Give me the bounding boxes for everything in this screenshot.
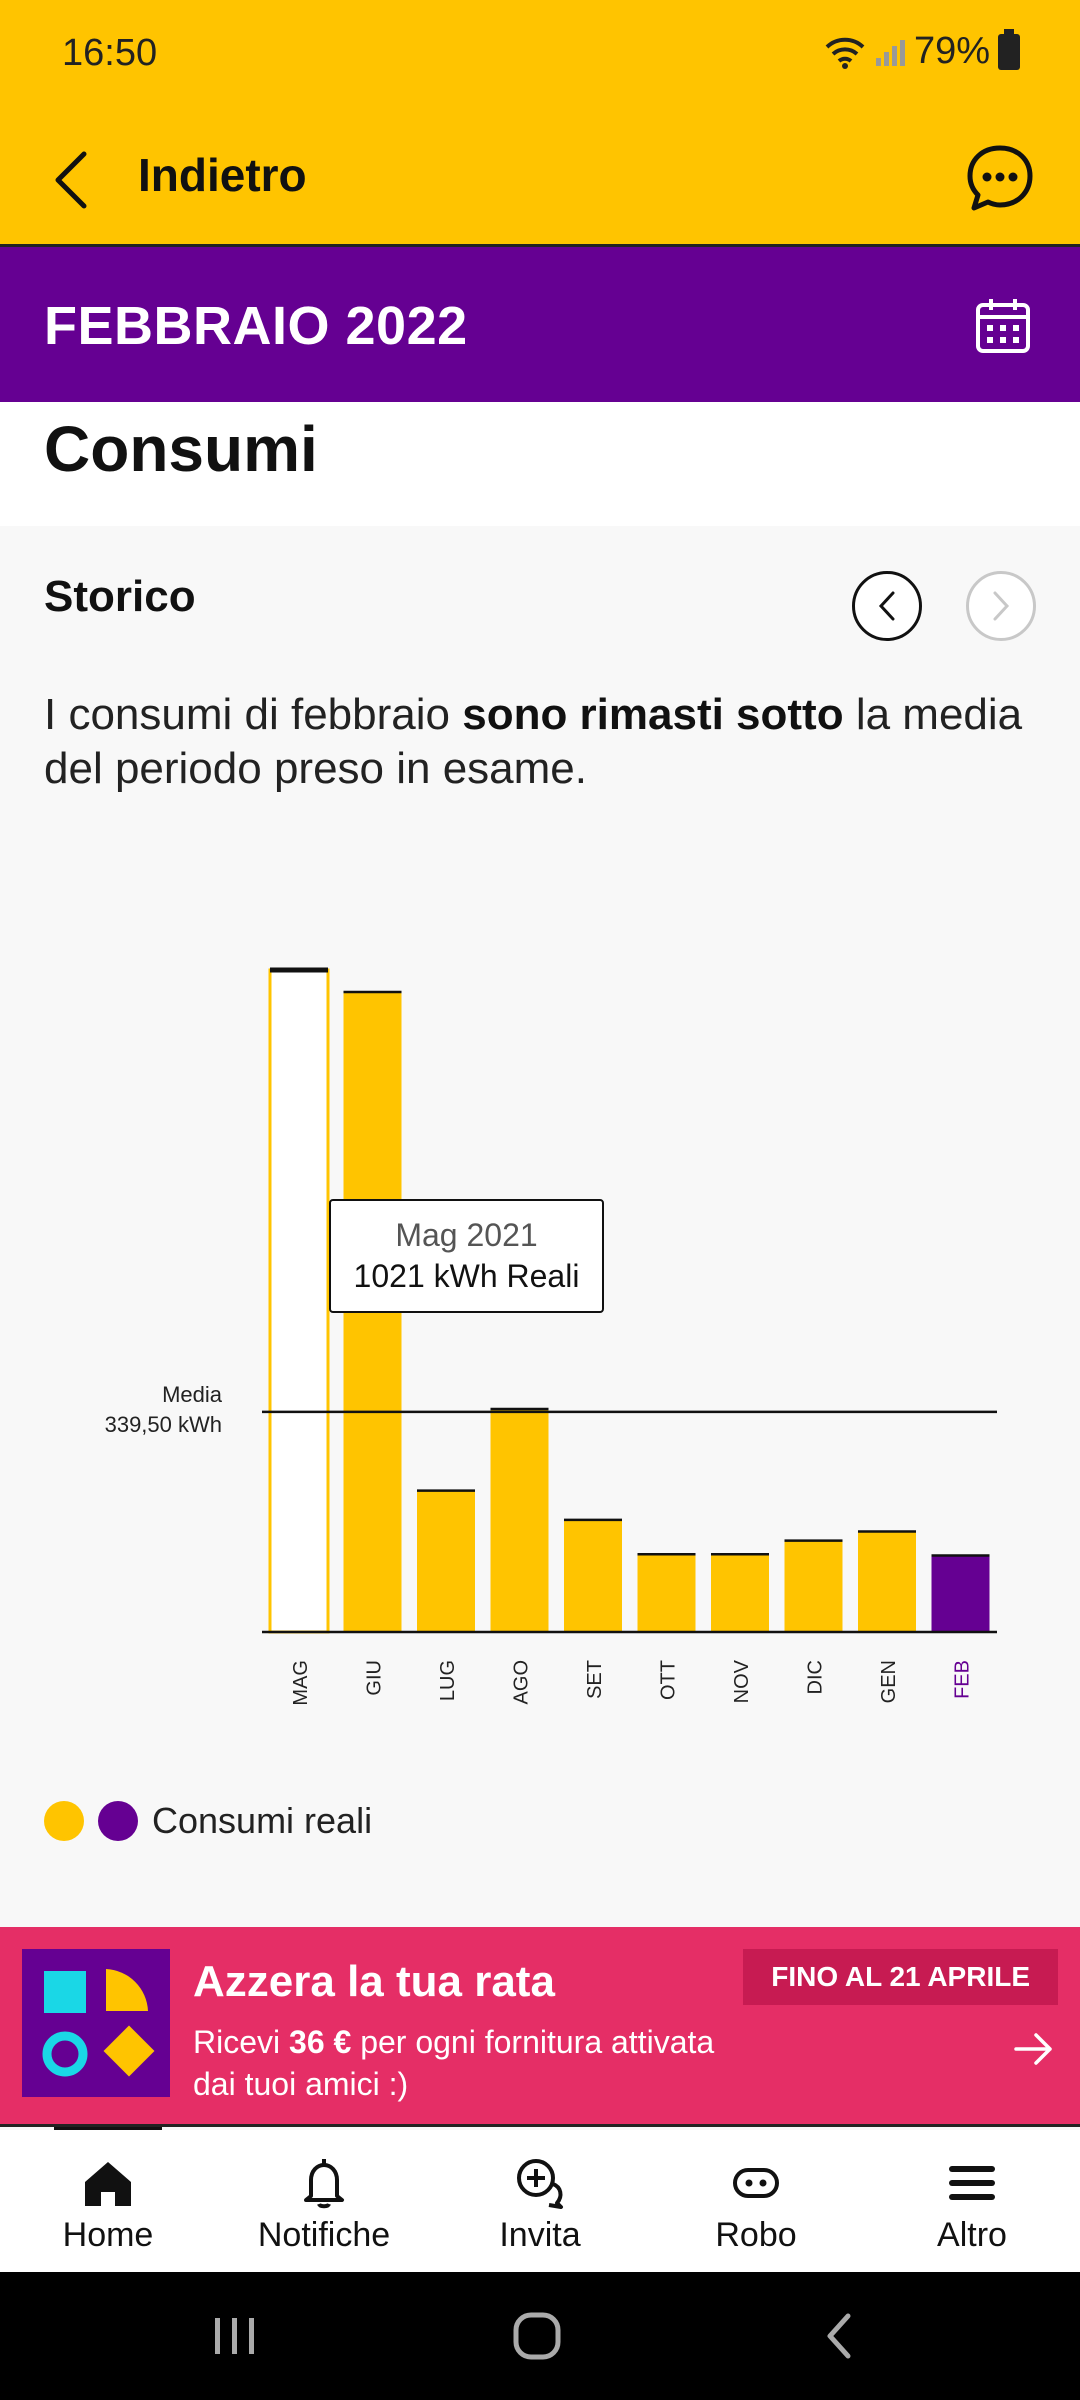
average-label-title: Media — [162, 1382, 222, 1407]
signal-icon — [875, 39, 905, 66]
description-text-start: I consumi di febbraio — [44, 690, 463, 739]
recent-apps-icon[interactable] — [205, 2306, 265, 2366]
tab-robo[interactable]: Robo — [648, 2142, 864, 2272]
back-system-icon[interactable] — [810, 2306, 870, 2366]
title-section: Consumi — [0, 402, 1080, 526]
back-label[interactable]: Indietro — [138, 149, 307, 201]
previous-period-button[interactable] — [852, 571, 922, 641]
arrow-right-icon — [1014, 2033, 1052, 2065]
tab-invite[interactable]: Invita — [432, 2142, 648, 2272]
tab-notifications-label: Notifiche — [257, 2216, 391, 2254]
bottom-tab-bar: Home Notifiche Invita Robo Al — [0, 2130, 1080, 2272]
period-title: FEBBRAIO 2022 — [44, 296, 468, 356]
top-app-bar: Indietro — [0, 110, 1080, 247]
tab-notifications[interactable]: Notifiche — [216, 2142, 432, 2272]
chevron-left-icon — [55, 151, 87, 209]
x-tick-label-set: SET — [584, 1660, 606, 1699]
description-text-end: la media del periodo preso in esame. — [44, 690, 1023, 793]
wifi-icon — [825, 37, 865, 69]
battery-icon — [998, 28, 1020, 70]
chart-bar-gen[interactable] — [858, 1531, 916, 1632]
calendar-icon — [976, 299, 1030, 353]
x-tick-label-giu: GIU — [364, 1660, 386, 1696]
x-tick-label-lug: LUG — [437, 1660, 459, 1701]
invite-icon — [517, 2159, 563, 2209]
chevron-right-icon — [993, 591, 1010, 621]
robot-icon — [733, 2168, 779, 2198]
x-tick-label-nov: NOV — [731, 1659, 753, 1703]
tab-robo-label: Robo — [715, 2216, 797, 2254]
x-tick-label-dic: DIC — [805, 1660, 827, 1694]
x-tick-label-feb: FEB — [952, 1660, 974, 1699]
description-highlight: sono rimasti sotto — [462, 690, 844, 739]
chart-bar-mag[interactable] — [268, 968, 330, 1634]
history-title: Storico — [44, 572, 196, 621]
average-label: Media 339,50 kWh — [105, 1380, 222, 1440]
chat-button[interactable] — [962, 140, 1038, 216]
chart-tooltip: Mag 2021 1021 kWh Reali — [329, 1199, 604, 1313]
promo-deadline-badge: FINO AL 21 APRILE — [743, 1949, 1058, 2005]
back-button[interactable] — [50, 140, 120, 220]
average-label-value: 339,50 kWh — [104, 1412, 222, 1437]
chart-legend: Consumi reali — [44, 1800, 372, 1842]
x-tick-label-ago: AGO — [511, 1660, 533, 1704]
legend-label: Consumi reali — [152, 1800, 373, 1841]
promo-banner[interactable]: Azzera la tua rata Ricevi 36 € per ogni … — [0, 1927, 1080, 2127]
promo-text: Ricevi 36 € per ogni fornitura attivata … — [193, 2021, 753, 2105]
chat-icon — [967, 145, 1033, 211]
chart-bar-feb[interactable] — [931, 1555, 990, 1632]
chart-bar-ott[interactable] — [637, 1554, 696, 1632]
chart-bar-nov[interactable] — [711, 1554, 769, 1632]
promo-title: Azzera la tua rata — [193, 1957, 555, 2006]
calendar-button[interactable] — [974, 297, 1032, 355]
tooltip-value: 1021 kWh Reali — [354, 1258, 580, 1294]
tooltip-box — [329, 1199, 604, 1313]
tab-more[interactable]: Altro — [864, 2142, 1080, 2272]
promo-text-end: per ogni fornitura attivata dai tuoi ami… — [193, 2024, 715, 2102]
x-tick-label-mag: MAG — [290, 1660, 312, 1706]
chart-bar-dic[interactable] — [784, 1540, 843, 1632]
system-navigation-bar — [0, 2272, 1080, 2400]
tab-home-label: Home — [62, 2216, 154, 2254]
bell-icon — [304, 2159, 344, 2209]
tab-home[interactable]: Home — [0, 2142, 216, 2272]
tab-more-label: Altro — [937, 2216, 1007, 2254]
promo-amount: 36 € — [289, 2024, 352, 2060]
status-icons: 79% — [824, 28, 1020, 73]
promo-shapes-icon — [22, 1949, 170, 2097]
legend-dot-purple — [98, 1801, 138, 1841]
home-icon — [85, 2162, 131, 2206]
x-tick-label-gen: GEN — [878, 1660, 900, 1703]
chart-bar-lug[interactable] — [417, 1490, 475, 1632]
promo-text-start: Ricevi — [193, 2024, 290, 2060]
battery-percentage: 79% — [913, 30, 990, 72]
chevron-left-icon — [878, 591, 895, 621]
consumption-chart-svg: MAG GIU LUG AGO SET OTT NOV DIC GEN FEB Mag 2021 10… — [262, 967, 997, 1706]
legend-dot-yellow — [44, 1801, 84, 1841]
chart-bar-ago[interactable] — [490, 1408, 549, 1632]
next-period-button[interactable] — [966, 571, 1036, 641]
home-system-icon[interactable] — [507, 2306, 567, 2366]
history-description: I consumi di febbraio sono rimasti sotto… — [44, 688, 1034, 796]
status-time: 16:50 — [62, 32, 158, 74]
consumption-chart: MAG GIU LUG AGO SET OTT NOV DIC GEN FEB Mag 2021 10… — [0, 900, 1080, 1720]
chart-bar-set[interactable] — [564, 1519, 622, 1632]
page-title: Consumi — [44, 413, 318, 485]
tooltip-title: Mag 2021 — [395, 1217, 537, 1253]
tab-invite-label: Invita — [499, 2216, 581, 2254]
period-bar: FEBBRAIO 2022 — [0, 247, 1080, 402]
status-bar: 16:50 79% — [0, 0, 1080, 110]
x-tick-label-ott: OTT — [658, 1660, 680, 1700]
menu-icon — [949, 2166, 995, 2200]
